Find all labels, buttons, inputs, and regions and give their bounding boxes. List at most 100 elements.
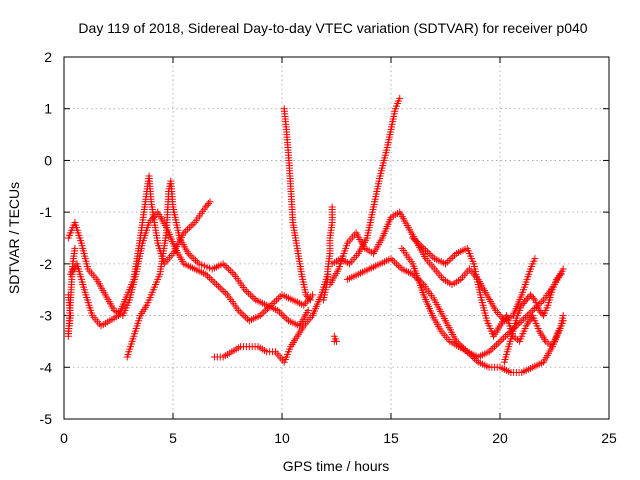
data-point [528, 293, 536, 301]
y-tick-label: -5 [40, 411, 53, 427]
data-point [211, 279, 219, 287]
data-point [283, 315, 291, 323]
chart-title: Day 119 of 2018, Sidereal Day-to-day VTE… [78, 20, 587, 36]
y-tick-label: -3 [40, 308, 53, 324]
data-point [500, 334, 508, 342]
data-point [273, 296, 281, 304]
data-point [187, 222, 195, 230]
y-tick-label: 0 [44, 152, 52, 168]
data-point [554, 274, 562, 282]
data-point [184, 225, 192, 233]
data-point [205, 274, 213, 282]
y-tick-label: 2 [44, 49, 52, 65]
data-point [519, 300, 527, 308]
data-point [209, 277, 217, 285]
data-point [279, 312, 287, 320]
data-point [525, 310, 533, 318]
data-point [447, 255, 455, 263]
data-point [485, 348, 493, 356]
data-point [423, 248, 431, 256]
data-point [236, 308, 244, 316]
axis-ticks: 0 5 10 15 20 25 -5 -4 -3 -2 -1 0 1 2 [40, 49, 617, 446]
data-point [394, 262, 402, 270]
data-point [207, 275, 215, 283]
data-point [202, 203, 210, 211]
data-point [190, 255, 198, 263]
data-point [189, 220, 197, 228]
data-point [503, 331, 511, 339]
data-point [192, 256, 200, 264]
x-axis-label: GPS time / hours [283, 458, 390, 474]
data-point [185, 224, 193, 232]
data-point [262, 306, 270, 314]
data-point [303, 293, 311, 301]
data-point [219, 260, 227, 268]
data-point [271, 298, 279, 306]
data-point [258, 310, 266, 318]
data-point [281, 313, 289, 321]
data-point [246, 291, 254, 299]
data-point [467, 351, 475, 359]
data-point [496, 337, 504, 345]
x-tick-label: 15 [383, 430, 399, 446]
data-point [188, 253, 196, 261]
data-point [260, 308, 268, 316]
data-point [214, 282, 222, 290]
data-point [538, 298, 546, 306]
data-point [223, 263, 231, 271]
data-point [494, 339, 502, 347]
data-point [220, 287, 228, 295]
data-point [425, 250, 433, 258]
data-point [409, 234, 417, 242]
data-point [396, 94, 404, 102]
data-point [274, 294, 282, 302]
data-point [522, 296, 530, 304]
data-point [427, 251, 435, 259]
data-point [218, 286, 226, 294]
data-point [245, 289, 253, 297]
data-point [302, 291, 310, 299]
data-point [449, 253, 457, 261]
data-point [516, 318, 524, 326]
data-point [416, 241, 424, 249]
x-tick-label: 25 [601, 430, 617, 446]
data-point [392, 260, 400, 268]
data-point [274, 306, 282, 314]
data-point [389, 256, 397, 264]
data-point [213, 281, 221, 289]
data-point [71, 244, 79, 252]
y-tick-label: -1 [40, 204, 53, 220]
data-point [553, 275, 561, 283]
data-point [501, 332, 509, 340]
data-point [521, 298, 529, 306]
data-point [418, 243, 426, 251]
data-point [309, 291, 317, 299]
data-point [498, 336, 506, 344]
data-point [328, 203, 336, 211]
data-point [226, 267, 234, 275]
data-point [414, 239, 422, 247]
data-point [463, 348, 471, 356]
data-point [305, 294, 313, 302]
data-point [492, 341, 500, 349]
data-point [204, 272, 212, 280]
data-point [248, 293, 256, 301]
data-point [206, 198, 214, 206]
data-point [243, 287, 251, 295]
data-point [205, 200, 213, 208]
data-point [536, 300, 544, 308]
data-point [451, 251, 459, 259]
data-point [531, 255, 539, 263]
data-point [487, 346, 495, 354]
data-point [471, 355, 479, 363]
data-point [203, 201, 211, 209]
data-point [306, 296, 314, 304]
data-point [228, 268, 236, 276]
data-point [469, 353, 477, 361]
data-point [241, 286, 249, 294]
data-point [489, 344, 497, 352]
data-point [182, 227, 190, 235]
y-tick-label: -2 [40, 256, 53, 272]
data-point [443, 258, 451, 266]
